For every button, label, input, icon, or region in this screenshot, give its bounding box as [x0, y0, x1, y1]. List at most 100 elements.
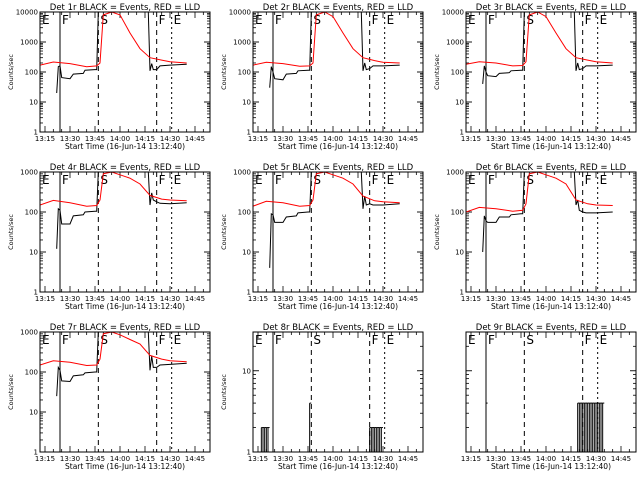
y-axis-label: Counts/sec: [433, 214, 441, 250]
x-tick-label: 14:15: [348, 135, 368, 143]
phase-marker-label: E: [387, 333, 395, 347]
series-line-red: [466, 172, 613, 213]
x-tick-label: 13:30: [273, 295, 293, 303]
phase-marker-label: E: [42, 333, 50, 347]
phase-marker-label: E: [600, 333, 608, 347]
phase-marker-label: E: [468, 13, 476, 27]
x-tick-label: 13:45: [298, 455, 318, 463]
x-axis-label: Start Time (16-Jun-14 13:12:40): [65, 462, 185, 471]
series-line-red: [253, 172, 400, 207]
phase-marker-label: S: [100, 333, 108, 347]
phase-marker-label: E: [174, 333, 182, 347]
x-tick-label: 14:15: [561, 295, 581, 303]
x-tick-label: 13:15: [248, 295, 268, 303]
x-tick-label: 13:15: [461, 135, 481, 143]
x-axis-label: Start Time (16-Jun-14 13:12:40): [278, 462, 398, 471]
series-line-red: [253, 12, 400, 67]
chart-panel-8: Det 8r BLACK = Events, RED = LLD 1 10 13:15…: [220, 323, 424, 471]
x-tick-label: 14:30: [160, 455, 180, 463]
x-axis-label: Start Time (16-Jun-14 13:12:40): [65, 142, 185, 151]
x-tick-label: 14:15: [561, 135, 581, 143]
x-tick-label: 14:45: [185, 135, 205, 143]
plot-frame: [39, 11, 211, 133]
chart-panel-7: Det 7r BLACK = Events, RED = LLD 1 10 100 10…: [7, 323, 211, 471]
y-tick-label: 1000: [446, 39, 464, 47]
phase-marker-label: F: [62, 13, 69, 27]
panel-title: Det 9r BLACK = Events, RED = LLD: [476, 323, 627, 333]
x-tick-label: 14:15: [135, 455, 155, 463]
y-tick-label: 10: [455, 99, 464, 107]
x-tick-label: 14:30: [160, 135, 180, 143]
y-tick-label: 10000: [16, 9, 38, 17]
x-tick-label: 13:30: [60, 455, 80, 463]
phase-marker-label: E: [468, 333, 476, 347]
y-tick-label: 10000: [442, 9, 464, 17]
phase-marker-label: S: [100, 13, 108, 27]
y-tick-label: 10: [242, 249, 251, 257]
y-tick-label: 100: [451, 69, 464, 77]
y-tick-label: 1: [34, 129, 38, 137]
chart-panel-1: Det 1r BLACK = Events, RED = LLD 1 10 100 10…: [7, 3, 211, 151]
panel-title: Det 4r BLACK = Events, RED = LLD: [50, 163, 201, 173]
y-tick-label: 1: [247, 129, 251, 137]
y-tick-label: 10: [29, 249, 38, 257]
y-tick-label: 1000: [233, 39, 251, 47]
x-tick-label: 14:45: [611, 135, 631, 143]
phase-marker-label: E: [600, 13, 608, 27]
phase-marker-label: F: [585, 13, 592, 27]
y-axis-label: Counts/sec: [220, 54, 228, 90]
x-tick-label: 13:45: [511, 135, 531, 143]
panel-title: Det 1r BLACK = Events, RED = LLD: [50, 3, 201, 13]
y-tick-label: 1: [247, 289, 251, 297]
phase-marker-label: F: [275, 173, 282, 187]
x-tick-label: 14:45: [611, 455, 631, 463]
chart-panel-5: Det 5r BLACK = Events, RED = LLD 1 10 100 10…: [220, 163, 424, 311]
phase-marker-label: S: [526, 333, 534, 347]
x-tick-label: 14:00: [536, 455, 556, 463]
x-tick-label: 14:15: [348, 455, 368, 463]
x-tick-label: 13:15: [461, 455, 481, 463]
x-tick-label: 14:15: [135, 295, 155, 303]
x-axis-label: Start Time (16-Jun-14 13:12:40): [491, 302, 611, 311]
x-tick-label: 14:45: [185, 455, 205, 463]
phase-marker-label: F: [372, 333, 379, 347]
x-tick-label: 13:45: [298, 135, 318, 143]
plot-frame: [465, 171, 637, 293]
phase-marker-label: F: [488, 173, 495, 187]
x-tick-label: 13:45: [298, 295, 318, 303]
panel-title: Det 6r BLACK = Events, RED = LLD: [476, 163, 627, 173]
plot-frame: [465, 331, 637, 453]
phase-marker-label: F: [585, 333, 592, 347]
phase-marker-label: F: [275, 333, 282, 347]
phase-marker-label: E: [387, 13, 395, 27]
y-tick-label: 100: [25, 369, 38, 377]
x-tick-label: 13:30: [273, 455, 293, 463]
phase-marker-label: F: [275, 13, 282, 27]
y-tick-label: 1000: [20, 39, 38, 47]
series-line-red: [40, 332, 187, 367]
chart-panel-4: Det 4r BLACK = Events, RED = LLD 1 10 100 10…: [7, 163, 211, 311]
x-tick-label: 14:30: [160, 295, 180, 303]
x-tick-label: 13:45: [85, 295, 105, 303]
y-tick-label: 1: [34, 289, 38, 297]
phase-marker-label: E: [468, 173, 476, 187]
x-tick-label: 14:00: [323, 135, 343, 143]
x-tick-label: 13:15: [35, 455, 55, 463]
x-tick-label: 14:45: [398, 135, 418, 143]
phase-marker-label: E: [174, 13, 182, 27]
x-tick-label: 14:00: [536, 135, 556, 143]
phase-marker-label: F: [62, 173, 69, 187]
plot-frame: [252, 171, 424, 293]
x-axis-label: Start Time (16-Jun-14 13:12:40): [278, 142, 398, 151]
x-tick-label: 14:30: [586, 295, 606, 303]
x-tick-label: 14:45: [398, 455, 418, 463]
x-tick-label: 14:00: [110, 135, 130, 143]
plot-frame: [252, 11, 424, 133]
phase-marker-label: F: [159, 13, 166, 27]
phase-marker-label: F: [372, 13, 379, 27]
plot-frame: [252, 331, 424, 453]
x-tick-label: 13:30: [486, 135, 506, 143]
series-line-red: [466, 12, 613, 67]
panel-title: Det 5r BLACK = Events, RED = LLD: [263, 163, 414, 173]
